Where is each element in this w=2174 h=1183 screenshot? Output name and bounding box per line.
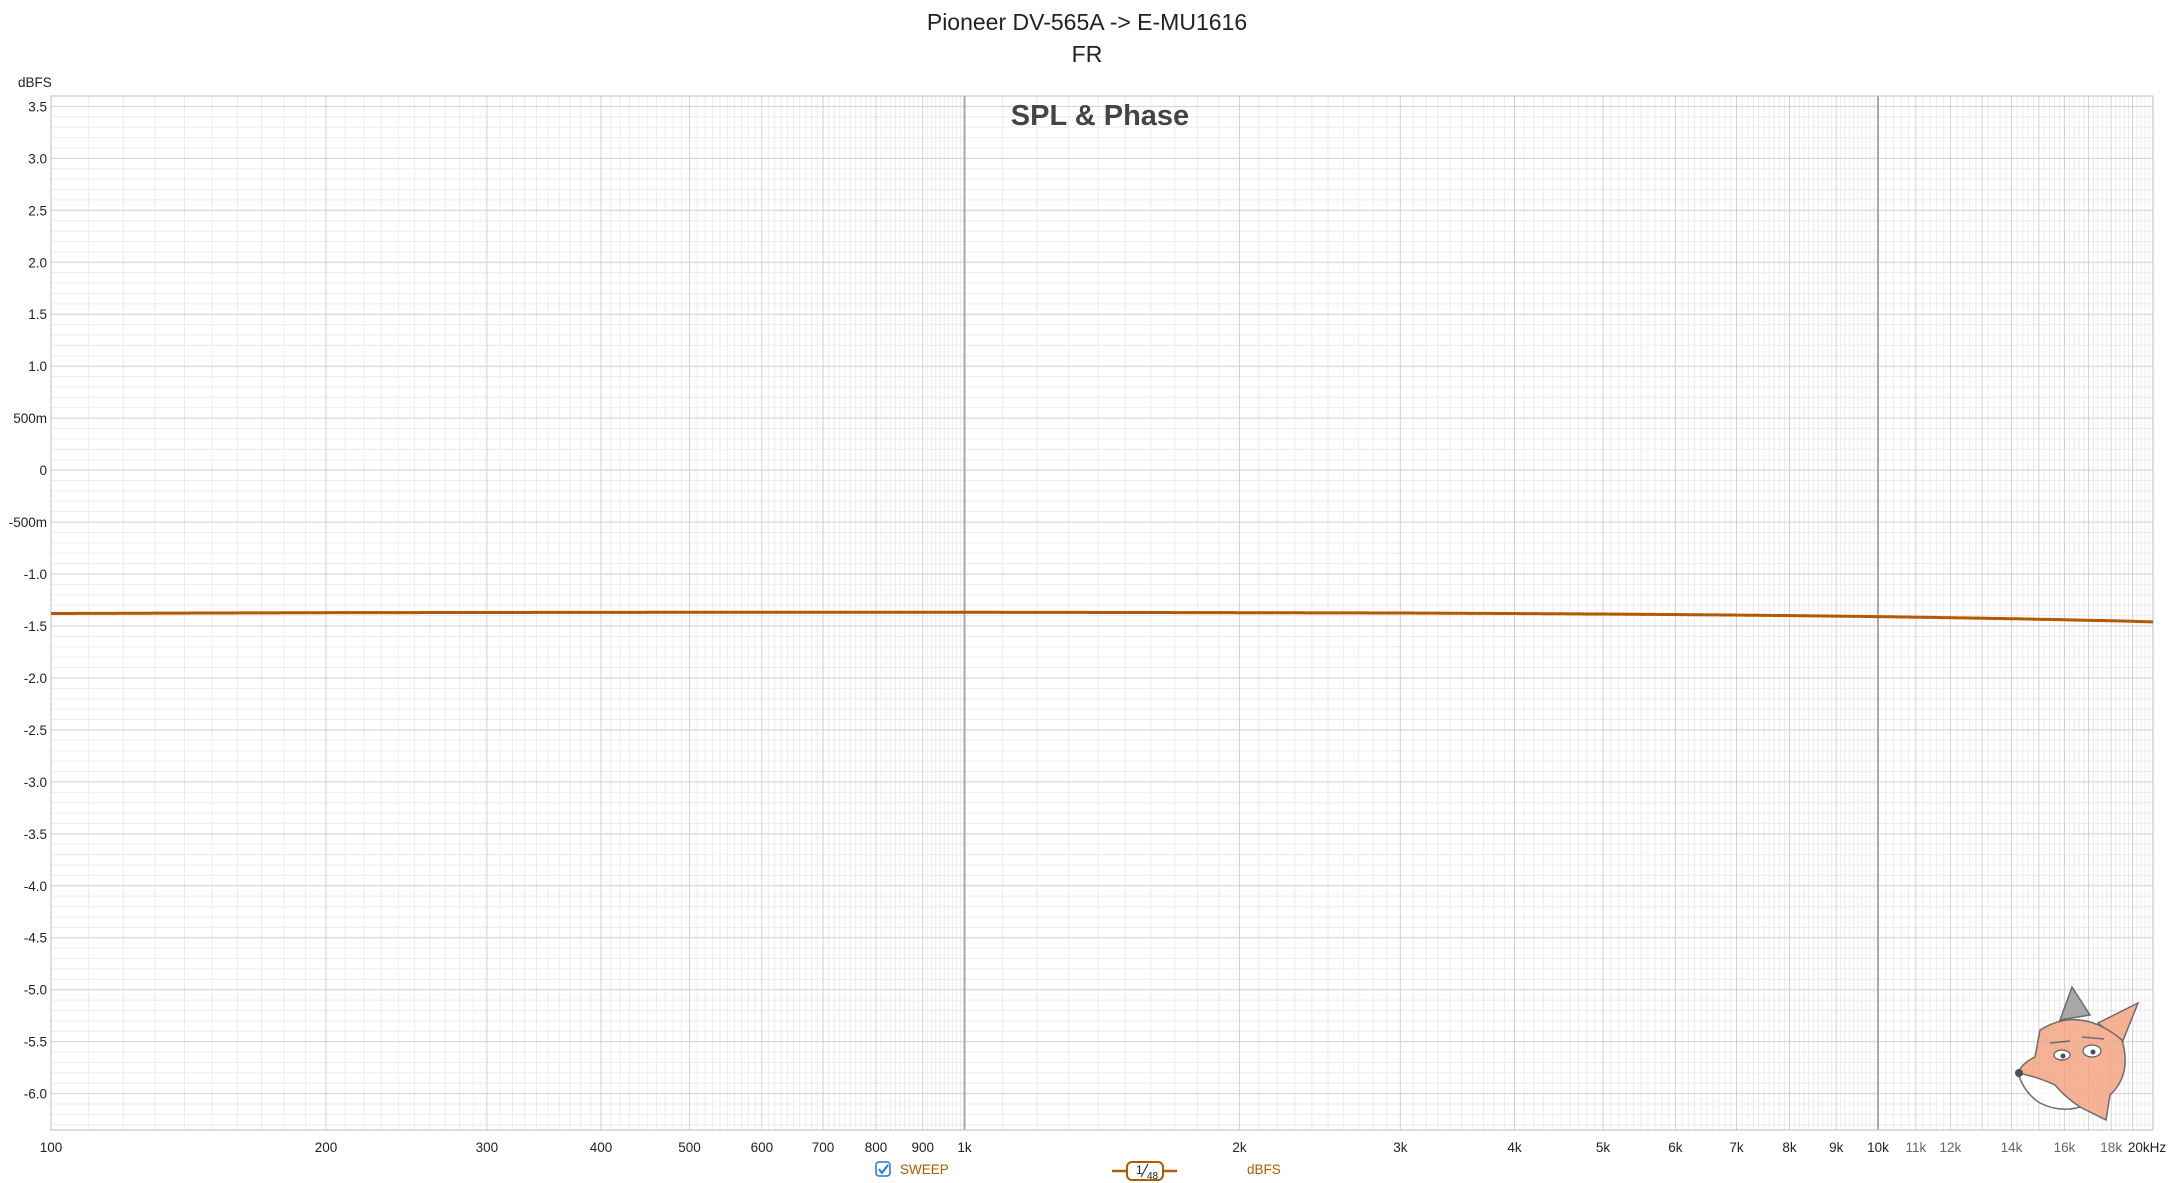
x-tick-label: 9k [1829, 1140, 1844, 1155]
smoothing-slash [1140, 1163, 1149, 1178]
x-tick-label: 2k [1232, 1140, 1247, 1155]
y-tick-label: -1.5 [24, 619, 47, 634]
x-tick-label: 16k [2054, 1140, 2076, 1155]
chart-title: Pioneer DV-565A -> E-MU1616 [927, 9, 1247, 35]
x-tick-label: 500 [678, 1140, 701, 1155]
x-tick-label: 8k [1782, 1140, 1797, 1155]
y-axis-label: dBFS [18, 75, 52, 90]
x-tick-label: 200 [315, 1140, 338, 1155]
x-tick-label: 100 [40, 1140, 63, 1155]
legend-unit-label: dBFS [1247, 1162, 1281, 1177]
x-tick-label: 3k [1393, 1140, 1408, 1155]
x-axis-ticks: 100 200 300 400 500 600 700 800 900 1k 2k 3k 4k 5k 6k 7… [40, 1140, 2167, 1155]
y-tick-label: 2.5 [28, 203, 47, 218]
x-tick-label: 4k [1507, 1140, 1522, 1155]
x-tick-label: 7k [1729, 1140, 1744, 1155]
smoothing-numerator: 1 [1136, 1163, 1143, 1177]
x-tick-label: 12k [1939, 1140, 1961, 1155]
y-tick-label: 1.0 [28, 359, 47, 374]
x-tick-label: 600 [751, 1140, 774, 1155]
y-tick-label: -1.0 [24, 567, 47, 582]
x-tick-label: 11k [1905, 1140, 1926, 1155]
checkmark-icon [878, 1164, 889, 1175]
sweep-checkbox[interactable]: SWEEP [875, 1161, 949, 1177]
checkbox-checked-icon[interactable] [875, 1161, 891, 1177]
x-tick-label: 1k [957, 1140, 972, 1155]
sweep-label: SWEEP [900, 1162, 949, 1177]
x-tick-label: 10k [1867, 1140, 1889, 1155]
y-tick-label: -3.0 [24, 775, 47, 790]
y-tick-label: -2.0 [24, 671, 47, 686]
smoothing-badge [1126, 1161, 1164, 1181]
y-tick-label: 500m [13, 411, 47, 426]
y-tick-label: -6.0 [24, 1087, 47, 1102]
x-tick-label: 14k [2001, 1140, 2023, 1155]
fox-mascot-icon [2015, 985, 2140, 1122]
plot-label: SPL & Phase [1011, 100, 1189, 132]
y-tick-label: -5.0 [24, 983, 47, 998]
y-tick-label: -3.5 [24, 827, 47, 842]
y-axis-ticks: 3.5 3.0 2.5 2.0 1.5 1.0 500m 0 -500m -1.0 -1.5 -2.0… [9, 99, 47, 1101]
y-tick-label: 2.0 [28, 255, 47, 270]
y-tick-label: -5.5 [24, 1035, 47, 1050]
y-tick-label: 0 [39, 463, 47, 478]
series-line-sweep [50, 610, 2154, 624]
x-tick-label: 700 [812, 1140, 835, 1155]
smoothing-denominator: 48 [1147, 1171, 1159, 1182]
chart-subtitle: FR [1072, 41, 1103, 67]
x-tick-label: 300 [476, 1140, 499, 1155]
x-tick-label: 800 [865, 1140, 888, 1155]
x-tick-label: 5k [1596, 1140, 1611, 1155]
x-tick-label: 18k [2100, 1140, 2122, 1155]
y-tick-label: 1.5 [28, 307, 47, 322]
x-tick-label: 20kHz [2128, 1140, 2167, 1155]
y-tick-label: 3.0 [28, 151, 47, 166]
x-tick-label: 6k [1668, 1140, 1683, 1155]
legend: SWEEP 1 48 dBFS [875, 1161, 1281, 1182]
y-tick-label: 3.5 [28, 99, 47, 114]
x-tick-label: 900 [911, 1140, 934, 1155]
smoothing-indicator[interactable]: 1 48 [1112, 1161, 1177, 1182]
y-tick-label: -500m [9, 515, 47, 530]
y-tick-label: -4.0 [24, 879, 47, 894]
y-tick-label: -4.5 [24, 931, 47, 946]
x-tick-label: 400 [590, 1140, 613, 1155]
y-tick-label: -2.5 [24, 723, 47, 738]
